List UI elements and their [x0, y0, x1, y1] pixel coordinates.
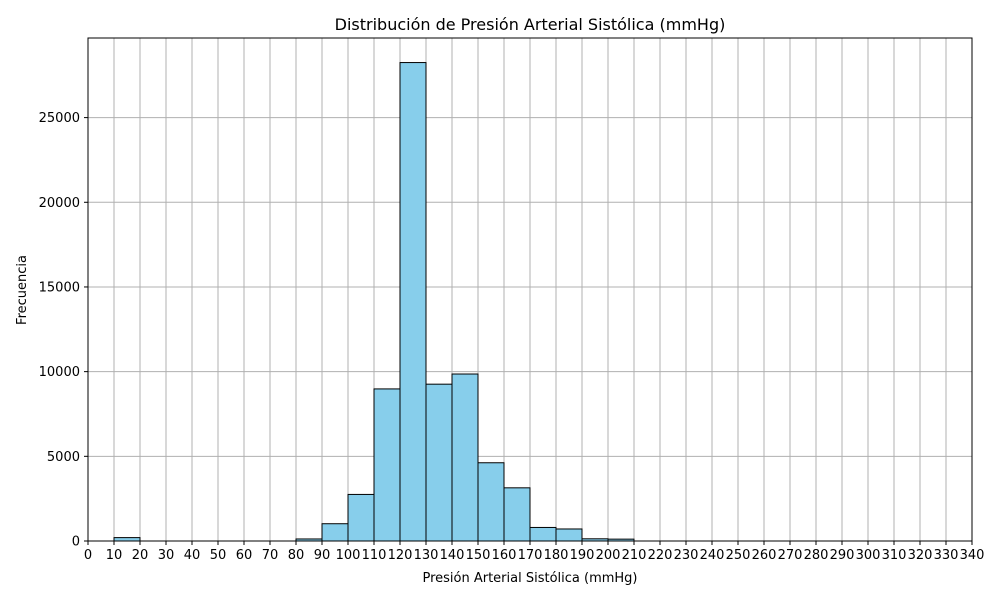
x-axis-label: Presión Arterial Sistólica (mmHg): [422, 571, 637, 586]
grid-lines: [87, 38, 973, 542]
histogram-bar: [477, 462, 505, 542]
x-tick-label: 60: [236, 548, 253, 563]
histogram-bar: [451, 373, 479, 542]
x-tick-label: 140: [440, 548, 465, 563]
x-tick-label: 10: [106, 548, 123, 563]
y-tick-label: 15000: [39, 280, 80, 295]
chart-title: Distribución de Presión Arterial Sistóli…: [335, 15, 726, 34]
y-axis-ticks: 0 5000 10000 15000 20000 25000: [39, 111, 88, 550]
x-tick-label: 200: [596, 548, 621, 563]
x-tick-label: 150: [466, 548, 491, 563]
x-tick-label: 50: [210, 548, 227, 563]
x-tick-label: 310: [882, 548, 907, 563]
x-tick-label: 250: [726, 548, 751, 563]
x-tick-label: 130: [414, 548, 439, 563]
y-axis-label: Frecuencia: [15, 255, 30, 325]
histogram-bar: [113, 537, 141, 542]
y-tick-label: 5000: [47, 450, 80, 465]
x-tick-label: 90: [314, 548, 331, 563]
x-tick-label: 70: [262, 548, 279, 563]
histogram-bar: [503, 487, 531, 542]
x-tick-label: 190: [570, 548, 595, 563]
x-tick-label: 320: [908, 548, 933, 563]
x-tick-label: 340: [960, 548, 985, 563]
x-tick-label: 300: [856, 548, 881, 563]
x-tick-label: 220: [648, 548, 673, 563]
y-tick-label: 10000: [39, 365, 80, 380]
x-tick-label: 210: [622, 548, 647, 563]
x-tick-label: 180: [544, 548, 569, 563]
x-tick-label: 120: [388, 548, 413, 563]
x-tick-label: 160: [492, 548, 517, 563]
histogram-bar: [373, 388, 401, 542]
x-tick-label: 80: [288, 548, 305, 563]
x-tick-label: 260: [752, 548, 777, 563]
histogram-bar: [425, 383, 453, 542]
x-tick-label: 0: [84, 548, 92, 563]
y-tick-label: 25000: [39, 111, 80, 126]
histogram-bar: [399, 62, 427, 542]
x-tick-label: 330: [934, 548, 959, 563]
x-axis-ticks: 0 10 20 30 40 50 60 70 80 90 100 110 120 130 140 150 160…: [84, 541, 985, 563]
x-tick-label: 20: [132, 548, 149, 563]
x-tick-label: 110: [362, 548, 387, 563]
histogram-bar: [347, 493, 375, 542]
y-tick-label: 20000: [39, 196, 80, 211]
x-tick-label: 30: [158, 548, 175, 563]
x-tick-label: 280: [804, 548, 829, 563]
histogram-bar: [529, 526, 557, 542]
x-tick-label: 40: [184, 548, 201, 563]
x-tick-label: 230: [674, 548, 699, 563]
y-tick-label: 0: [72, 535, 80, 550]
x-tick-label: 100: [336, 548, 361, 563]
x-tick-label: 270: [778, 548, 803, 563]
x-tick-label: 240: [700, 548, 725, 563]
histogram-bar: [555, 528, 583, 542]
x-tick-label: 290: [830, 548, 855, 563]
histogram-bar: [321, 523, 349, 542]
x-tick-label: 170: [518, 548, 543, 563]
